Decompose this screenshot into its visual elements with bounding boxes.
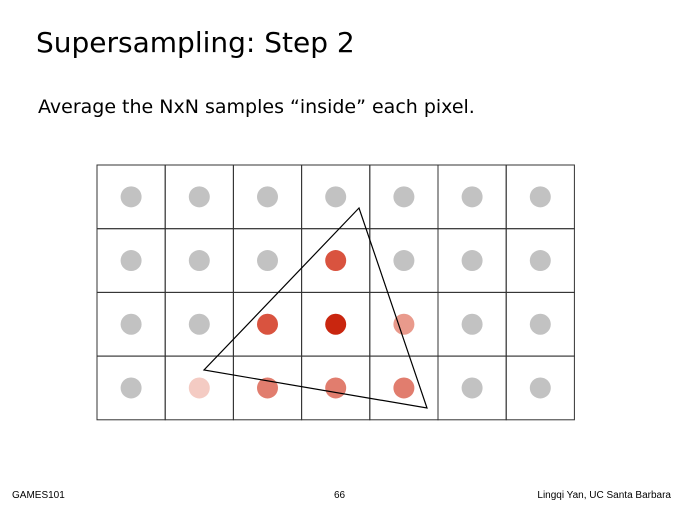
footer-author: Lingqi Yan, UC Santa Barbara — [537, 490, 671, 501]
pixel-sample-dot — [188, 186, 210, 208]
pixel-sample-dot — [529, 186, 551, 208]
pixel-sample-dot — [188, 250, 210, 272]
pixel-sample-dot — [461, 186, 483, 208]
pixel-sample-dot — [325, 186, 347, 208]
pixel-sample-dot — [120, 313, 142, 335]
pixel-sample-dot — [393, 313, 415, 335]
pixel-sample-dot — [393, 250, 415, 272]
pixel-sample-dot — [188, 313, 210, 335]
pixel-sample-dot — [461, 377, 483, 399]
pixel-sample-dot — [257, 313, 278, 335]
pixel-sample-dot — [325, 313, 347, 335]
pixel-sample-dot — [325, 377, 347, 399]
pixel-sample-dot — [325, 250, 347, 272]
triangle-outline — [202, 206, 428, 409]
pixel-grid — [96, 164, 575, 421]
footer-page-number: 66 — [334, 490, 346, 501]
pixel-sample-dot — [461, 313, 483, 335]
pixel-sample-dot — [393, 377, 415, 399]
pixel-sample-dot — [120, 186, 142, 208]
pixel-sample-dot — [529, 377, 551, 399]
pixel-sample-dot — [120, 377, 142, 399]
pixel-sample-dot — [120, 250, 142, 272]
footer-course: GAMES101 — [12, 490, 65, 501]
slide-title: Supersampling: Step 2 — [36, 26, 355, 59]
pixel-sample-dot — [257, 377, 278, 399]
slide-subtitle: Average the NxN samples “inside” each pi… — [38, 96, 475, 118]
pixel-sample-dot — [461, 250, 483, 272]
pixel-sample-dot — [529, 250, 551, 272]
pixel-sample-dot — [529, 313, 551, 335]
pixel-sample-dot — [257, 250, 278, 272]
pixel-sample-dot — [188, 377, 210, 399]
pixel-cell — [505, 355, 575, 421]
pixel-sample-dot — [393, 186, 415, 208]
pixel-sample-dot — [257, 186, 278, 208]
